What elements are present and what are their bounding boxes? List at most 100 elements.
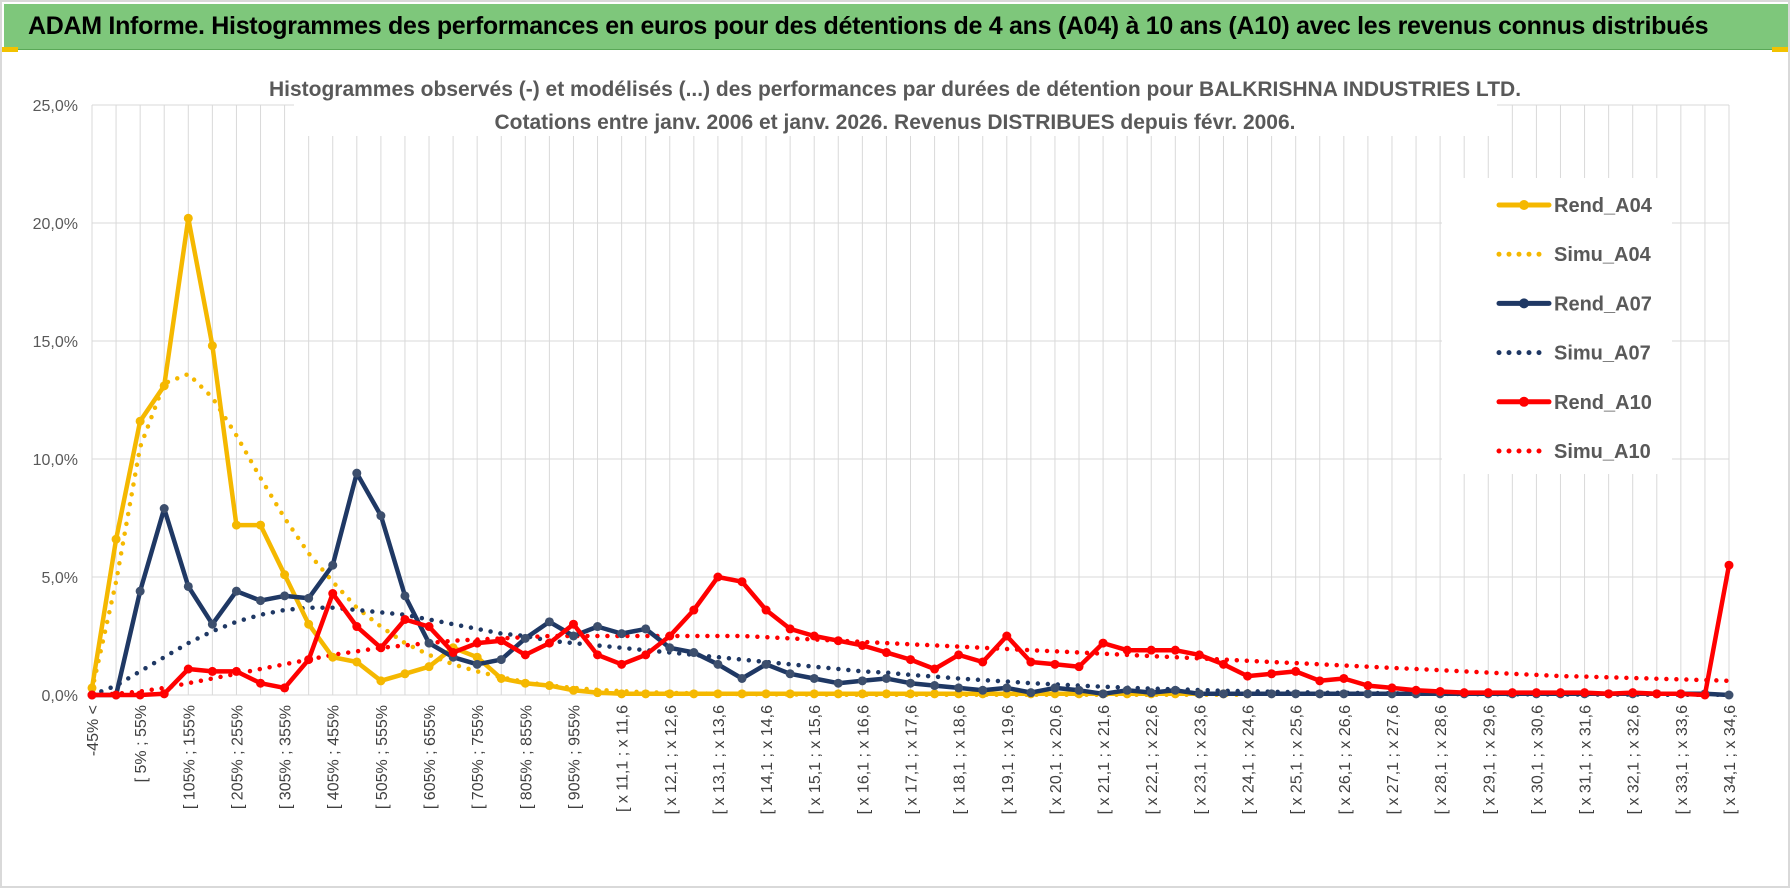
legend-marker	[1519, 200, 1529, 210]
data-point	[1580, 688, 1590, 698]
data-point	[111, 534, 121, 544]
data-point	[207, 341, 217, 351]
data-point	[496, 655, 506, 665]
data-point	[256, 596, 266, 606]
data-point	[1315, 689, 1325, 699]
data-point	[159, 504, 169, 514]
data-point	[376, 511, 386, 521]
data-point	[1026, 688, 1036, 698]
data-point	[1146, 688, 1156, 698]
data-point	[352, 657, 362, 667]
data-point	[376, 643, 386, 653]
data-point	[1122, 645, 1132, 655]
data-point	[1700, 690, 1710, 700]
data-point	[593, 622, 603, 632]
data-point	[183, 664, 193, 674]
x-tick-label: [ x 20,1 ; x 20,6	[1048, 705, 1065, 815]
data-point	[1074, 662, 1084, 672]
data-point	[496, 673, 506, 683]
data-point	[617, 629, 627, 639]
data-point	[1315, 676, 1325, 686]
legend-label: Rend_A10	[1554, 392, 1652, 414]
data-point	[520, 633, 530, 643]
data-point	[1291, 666, 1301, 676]
data-point	[737, 689, 747, 699]
data-point	[1291, 689, 1301, 699]
x-tick-label: [ 905% ; 955%	[566, 705, 583, 809]
chart-title: Histogrammes observés (-) et modélisés (…	[269, 78, 1521, 101]
legend-marker	[1519, 396, 1529, 407]
x-tick-label: [ x 31,1 ; x 31,6	[1578, 705, 1595, 815]
x-tick-label: [ x 18,1 ; x 18,6	[952, 705, 969, 815]
data-point	[1002, 631, 1012, 641]
data-point	[256, 678, 266, 688]
data-point	[520, 678, 530, 688]
data-point	[737, 673, 747, 683]
x-tick-label: [ x 23,1 ; x 23,6	[1192, 705, 1209, 815]
legend-label: Rend_A07	[1554, 293, 1652, 315]
data-point	[713, 572, 723, 582]
x-tick-label: [ x 11,1 ; x 11,6	[615, 705, 632, 812]
data-point	[617, 689, 627, 699]
x-tick-label: [ x 30,1 ; x 30,6	[1529, 705, 1546, 815]
data-point	[424, 622, 434, 632]
data-point	[207, 666, 217, 676]
data-point	[328, 560, 338, 570]
data-point	[1218, 659, 1228, 669]
y-tick-label: 10,0%	[33, 452, 78, 469]
x-tick-label: [ x 33,1 ; x 33,6	[1674, 705, 1691, 815]
data-point	[1531, 688, 1541, 698]
data-point	[857, 640, 867, 650]
data-point	[1339, 689, 1349, 699]
data-point	[954, 683, 964, 693]
data-point	[978, 657, 988, 667]
data-point	[280, 570, 290, 580]
data-point	[544, 617, 554, 627]
x-tick-label: -45% <	[85, 705, 102, 756]
data-point	[833, 689, 843, 699]
data-point	[1002, 683, 1012, 693]
data-point	[1435, 686, 1445, 696]
x-tick-label: [ x 24,1 ; x 24,6	[1241, 705, 1258, 815]
data-point	[1363, 681, 1373, 691]
data-point	[930, 664, 940, 674]
data-point	[641, 689, 651, 699]
data-point	[472, 659, 482, 669]
data-point	[304, 593, 314, 603]
x-tick-label: [ x 21,1 ; x 21,6	[1096, 705, 1113, 815]
data-point	[352, 468, 362, 478]
data-point	[544, 681, 554, 691]
report-banner: ADAM Informe. Histogrammes des performan…	[4, 4, 1788, 50]
data-point	[689, 648, 699, 658]
data-point	[1459, 688, 1469, 698]
data-point	[304, 619, 314, 629]
data-point	[424, 638, 434, 648]
data-point	[881, 673, 891, 683]
data-point	[1676, 689, 1686, 699]
data-point	[641, 650, 651, 660]
data-point	[472, 652, 482, 662]
y-tick-label: 20,0%	[33, 216, 78, 233]
data-point	[135, 416, 145, 426]
data-point	[1604, 689, 1614, 699]
data-point	[1267, 689, 1277, 699]
data-point	[207, 619, 217, 629]
data-point	[1122, 685, 1132, 695]
report-title: ADAM Informe. Histogrammes des performan…	[28, 12, 1709, 40]
data-point	[1194, 689, 1204, 699]
x-tick-label: [ 705% ; 755%	[470, 705, 487, 809]
x-tick-label: [ x 12,1 ; x 12,6	[663, 705, 680, 815]
title-background	[294, 74, 1497, 136]
data-point	[906, 689, 915, 699]
x-tick-label: [ x 17,1 ; x 17,6	[904, 705, 921, 815]
data-point	[87, 690, 97, 700]
data-point	[1724, 560, 1734, 570]
data-point	[135, 690, 145, 700]
x-tick-label: [ x 16,1 ; x 16,6	[855, 705, 872, 815]
data-point	[665, 643, 675, 653]
data-point	[520, 650, 530, 660]
legend-label: Simu_A04	[1554, 244, 1652, 266]
data-point	[231, 520, 241, 530]
